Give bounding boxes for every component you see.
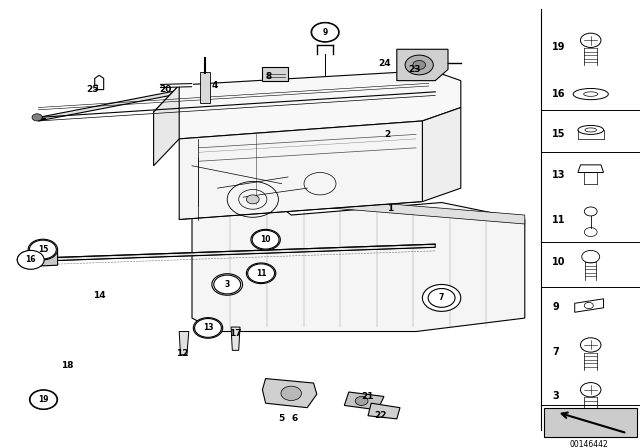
Polygon shape (192, 193, 525, 332)
Circle shape (355, 396, 368, 405)
Text: 5: 5 (278, 414, 285, 423)
Text: 9: 9 (552, 302, 559, 312)
Text: 19: 19 (38, 395, 49, 404)
Circle shape (252, 230, 279, 249)
Circle shape (212, 274, 243, 295)
Circle shape (193, 318, 223, 338)
Text: 4: 4 (211, 81, 218, 90)
Circle shape (29, 240, 56, 259)
Text: 21: 21 (362, 392, 374, 401)
Text: 24: 24 (378, 59, 391, 68)
Circle shape (30, 390, 57, 409)
Circle shape (413, 60, 426, 69)
Text: 16: 16 (26, 255, 36, 264)
Text: 2: 2 (384, 130, 390, 139)
Text: 14: 14 (93, 291, 106, 300)
Text: 19: 19 (552, 42, 566, 52)
Polygon shape (154, 72, 461, 139)
Circle shape (311, 22, 339, 42)
Circle shape (246, 263, 276, 284)
Polygon shape (262, 379, 317, 408)
Text: 25: 25 (86, 85, 99, 94)
Circle shape (214, 275, 241, 294)
Text: 15: 15 (38, 245, 48, 254)
Text: 22: 22 (374, 411, 387, 420)
Polygon shape (179, 332, 189, 355)
Polygon shape (307, 197, 525, 224)
Text: 11: 11 (552, 215, 566, 224)
Bar (544, 408, 637, 437)
Polygon shape (26, 244, 435, 262)
Text: 3: 3 (552, 392, 559, 401)
Polygon shape (344, 392, 384, 410)
Text: 11: 11 (256, 269, 266, 278)
Bar (200, 72, 210, 103)
Text: 3: 3 (225, 280, 230, 289)
Text: 13: 13 (203, 323, 213, 332)
Text: 7: 7 (439, 293, 444, 302)
Text: 8: 8 (266, 72, 272, 81)
Text: 15: 15 (552, 129, 566, 139)
Text: 9: 9 (323, 28, 328, 37)
Polygon shape (262, 67, 288, 81)
Polygon shape (26, 251, 58, 267)
Polygon shape (422, 108, 461, 202)
Text: 10: 10 (552, 257, 566, 267)
Text: 7: 7 (552, 347, 559, 357)
Circle shape (312, 23, 339, 42)
Circle shape (246, 195, 259, 204)
Circle shape (195, 319, 221, 337)
Text: 16: 16 (552, 89, 566, 99)
Circle shape (32, 114, 42, 121)
Polygon shape (368, 403, 400, 419)
Text: 13: 13 (552, 170, 566, 180)
Circle shape (251, 229, 280, 250)
Polygon shape (154, 85, 179, 166)
Circle shape (281, 386, 301, 401)
Circle shape (28, 239, 58, 260)
Text: 20: 20 (159, 85, 172, 94)
Circle shape (428, 289, 455, 307)
Text: 18: 18 (61, 361, 74, 370)
Text: 10: 10 (260, 235, 271, 244)
Circle shape (248, 264, 275, 283)
Text: 6: 6 (291, 414, 298, 423)
Circle shape (422, 284, 461, 311)
Polygon shape (179, 121, 422, 220)
Polygon shape (38, 91, 173, 121)
Polygon shape (231, 327, 240, 350)
Text: 1: 1 (387, 204, 394, 213)
Text: 00146442: 00146442 (570, 440, 608, 448)
Circle shape (405, 55, 433, 75)
Circle shape (29, 390, 58, 409)
Text: 17: 17 (228, 329, 241, 338)
Text: 23: 23 (408, 65, 421, 74)
Circle shape (17, 251, 43, 269)
Text: 12: 12 (176, 349, 189, 358)
Circle shape (17, 250, 44, 269)
Polygon shape (397, 49, 448, 81)
